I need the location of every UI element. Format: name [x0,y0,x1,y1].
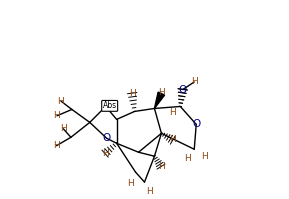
Text: H: H [184,154,191,163]
Text: H: H [158,88,165,97]
Text: O: O [103,133,111,143]
Text: H: H [158,162,164,171]
Text: H: H [102,149,108,158]
Text: H: H [169,108,176,117]
Text: Abs: Abs [103,101,117,110]
Text: H: H [201,152,208,161]
Text: H: H [169,135,176,144]
Text: H: H [191,77,198,87]
Text: H: H [53,141,60,150]
Text: H: H [58,97,64,106]
Text: H: H [146,186,153,196]
Text: O: O [192,119,200,129]
Polygon shape [154,92,165,108]
Text: O: O [179,85,187,95]
Text: H: H [129,89,136,98]
Text: H: H [60,124,67,133]
Text: H: H [127,179,134,188]
Text: H: H [53,111,60,120]
